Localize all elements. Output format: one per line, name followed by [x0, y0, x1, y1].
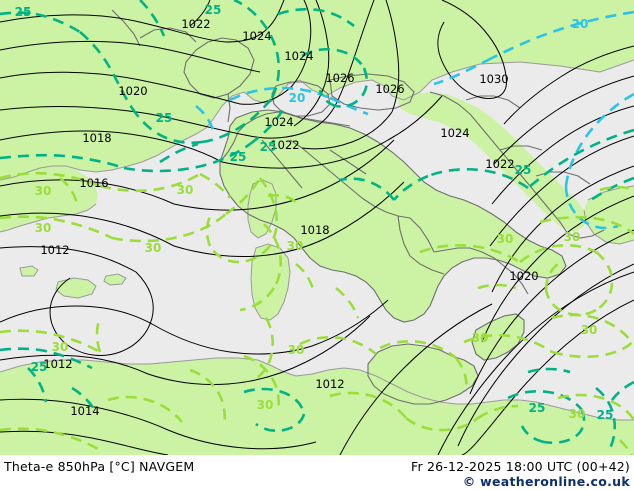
land-calabria — [472, 314, 524, 360]
land-ibiza — [20, 266, 38, 276]
map-footer: Theta-e 850hPa [°C] NAVGEM Fr 26-12-2025… — [0, 455, 634, 490]
theta-contour-25 — [0, 0, 634, 453]
footer-valid-time: Fr 26-12-2025 18:00 UTC (00+42) — [411, 459, 630, 474]
land-italy-peninsula — [220, 110, 566, 322]
footer-copyright[interactable]: © weatheronline.co.uk — [462, 474, 630, 489]
land-menorca — [104, 274, 126, 285]
weather-map-canvas[interactable]: 1024 1022 1024 1026 1026 1030 1020 1018 … — [0, 0, 634, 455]
theta-contour-20 — [195, 10, 634, 230]
footer-parameter-label: Theta-e 850hPa [°C] NAVGEM — [4, 459, 195, 474]
land-mallorca — [56, 278, 96, 298]
border-layer — [111, 9, 605, 405]
land-balkans-coast — [584, 186, 634, 244]
map-svg — [0, 0, 634, 455]
land-north-africa — [0, 358, 634, 455]
isobar-layer — [0, 0, 634, 455]
theta-contour-30 — [0, 171, 634, 455]
